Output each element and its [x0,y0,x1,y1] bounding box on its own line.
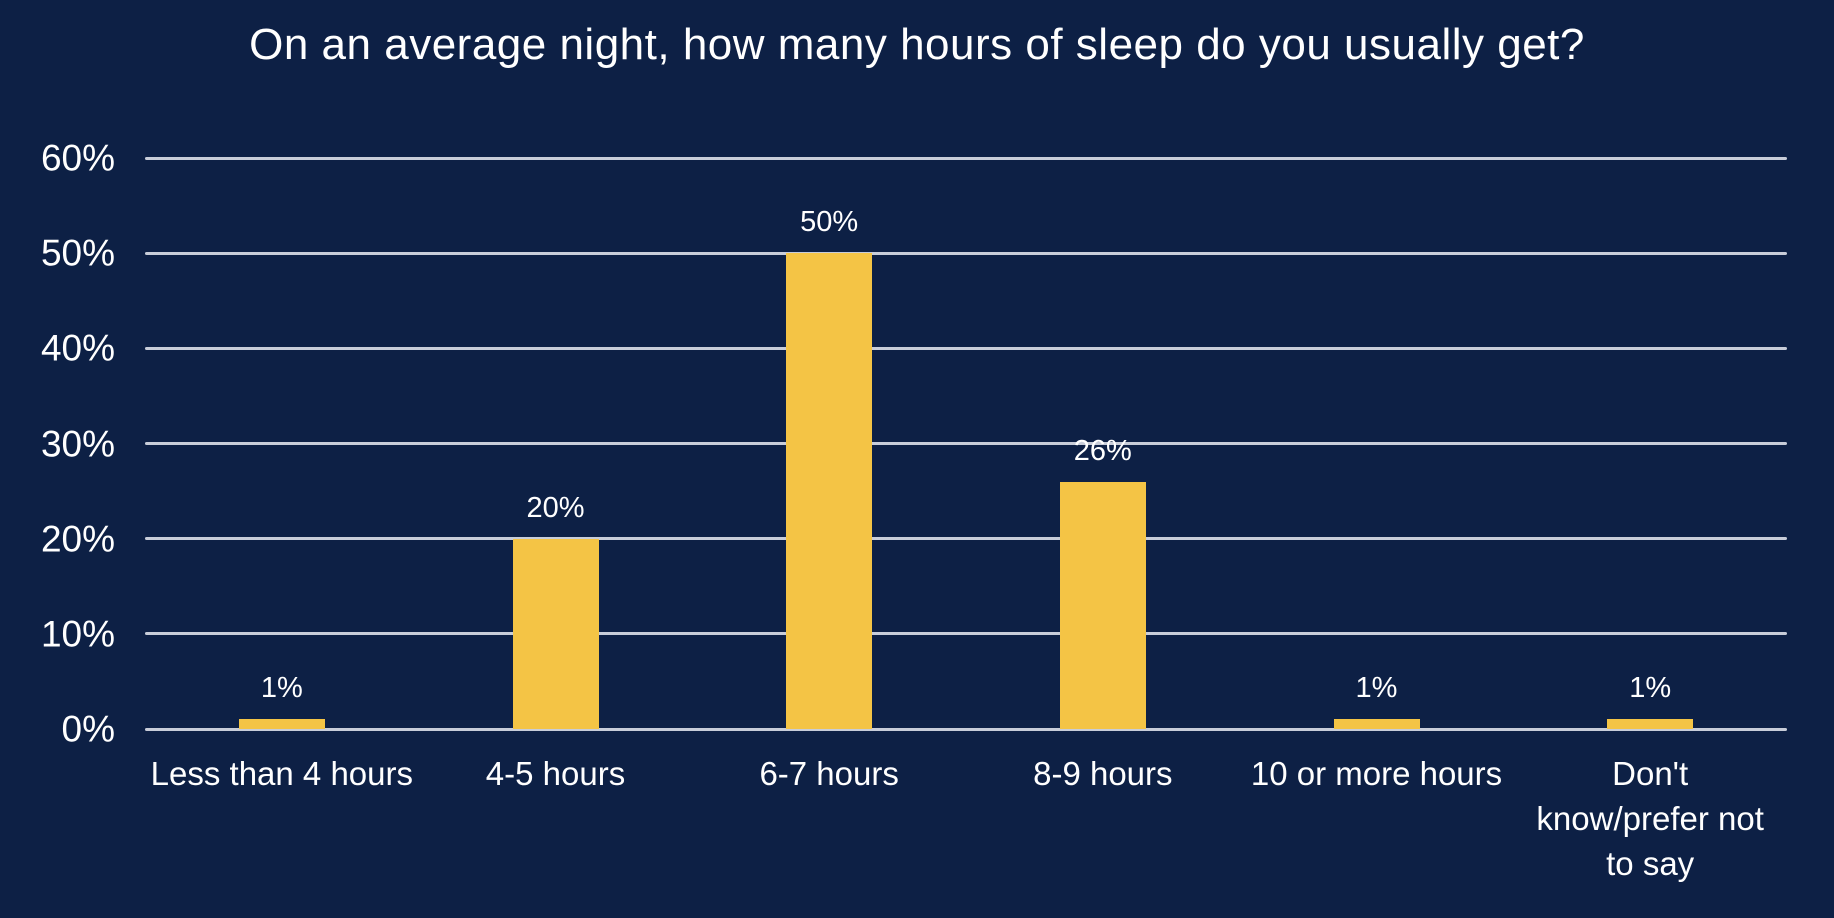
bar-value-label: 1% [1355,672,1398,705]
gridline-40 [145,346,1787,350]
gridline-0 [145,727,1787,731]
gridline-30 [145,442,1787,445]
y-axis-tick-label: 60% [40,137,115,179]
bar-value-label: 20% [526,491,585,524]
x-axis-label: Less than 4 hours [150,755,413,792]
bar-value-label: 50% [800,206,859,239]
gridline-60 [145,156,1787,160]
bar-value-label: 1% [260,672,303,705]
x-axis-label: 10 or more hours [1250,755,1503,792]
y-axis-tick-label: 10% [40,613,115,655]
gridline-10 [145,632,1787,636]
y-axis-tick-label: 40% [40,327,115,369]
gridline-20 [145,537,1787,541]
y-axis-tick-label: 50% [40,232,115,274]
x-axis-label: 4-5 hours [485,755,626,792]
y-axis-tick-label: 20% [40,518,115,560]
gridline-50 [145,251,1787,255]
bar [1059,481,1146,729]
bar [512,538,599,729]
chart-title: On an average night, how many hours of s… [249,20,1585,69]
bar [1333,719,1420,729]
x-axis-label: 8-9 hours [1033,755,1173,792]
x-axis-label: 6-7 hours [759,755,899,792]
bar [238,719,325,729]
bar-value-label: 26% [1073,434,1132,467]
plot-area: 0% 10% 20% 30% 40% 50% 60% 1% Less than 4 hours 2… [41,140,1787,882]
y-axis-tick-label: 0% [61,708,115,750]
bar-value-label: 1% [1629,672,1672,705]
y-axis-tick-label: 30% [40,423,115,464]
bar [786,253,873,729]
bar [1607,719,1694,729]
x-axis-label: Don't know/prefer not to say [1536,755,1764,882]
